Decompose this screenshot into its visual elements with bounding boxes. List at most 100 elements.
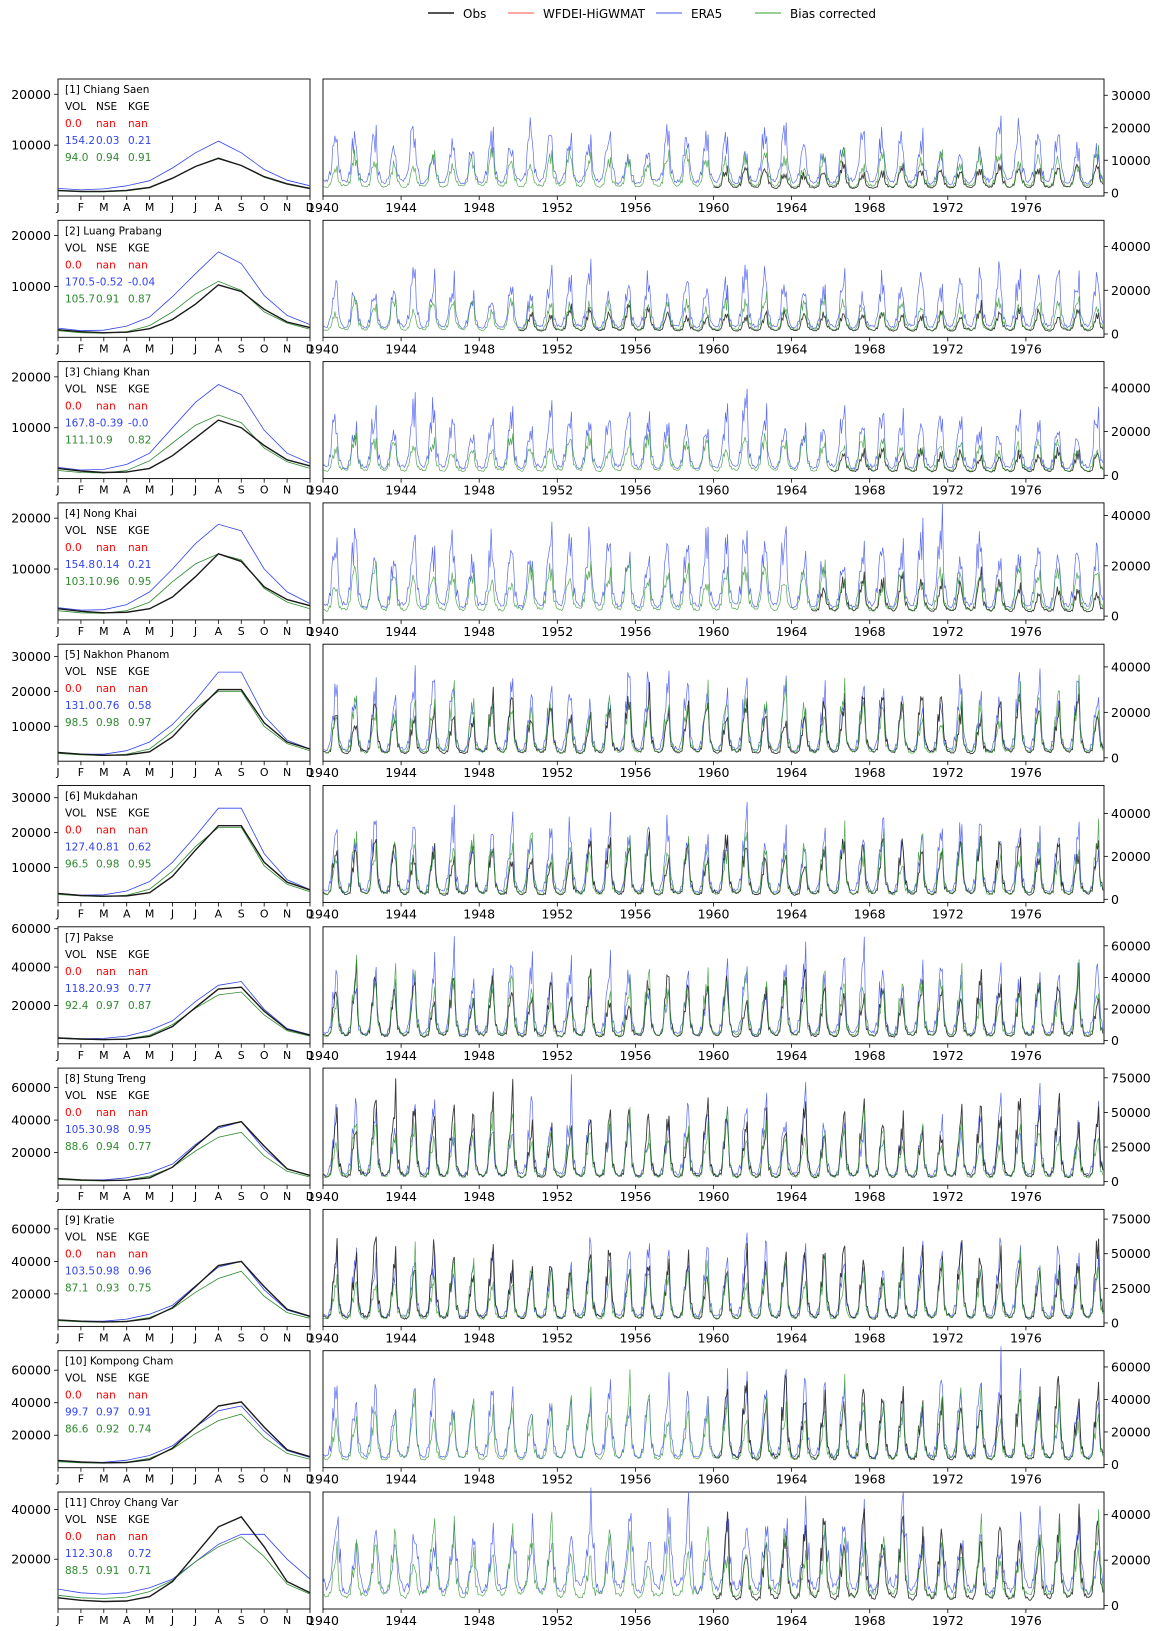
year-tick-label: 1952 (541, 483, 573, 498)
metric-header-vol: VOL (65, 242, 86, 254)
month-tick-label: J (193, 1190, 197, 1203)
metric-value: 0.87 (128, 1000, 151, 1012)
month-tick-label: F (78, 1614, 84, 1627)
timeseries-panel: 40000 20000 0 1940 1944 1948 1952 1956 1960 1964 1… (307, 361, 1151, 498)
climatology-frame (57, 361, 311, 480)
metric-value: 87.1 (65, 1282, 88, 1294)
timeseries-ytick-label: 0 (1111, 750, 1119, 765)
metric-value: nan (128, 1248, 148, 1260)
metric-value: 0.91 (128, 1407, 151, 1419)
year-tick-label: 1940 (307, 1472, 339, 1487)
station-row-11: 40000 20000 J F M A M J J A S O N D [11] Chroy Chang V… (11, 1487, 1151, 1628)
year-tick-label: 1952 (541, 1189, 573, 1204)
month-tick-label: S (238, 1614, 245, 1627)
month-tick-label: A (123, 766, 131, 779)
month-tick-label: N (283, 1473, 291, 1486)
month-tick-label: N (283, 484, 291, 497)
climatology-ytick-label: 40000 (11, 1395, 51, 1410)
year-tick-label: 1964 (776, 1048, 808, 1063)
legend: Obs WFDEI-HiGWMAT ERA5 Bias corrected (428, 7, 876, 21)
legend-label-1: WFDEI-HiGWMAT (543, 7, 646, 21)
climatology-panel: 20000 10000 J F M A M J J A S O N D [4] Nong Khai VOL NS… (11, 502, 314, 638)
station-row-10: 60000 40000 20000 J F M A M J J A S O N D [10] Kompong … (11, 1346, 1151, 1487)
metric-value: 131.0 (65, 700, 95, 712)
metric-header-kge: KGE (128, 666, 150, 678)
metric-header-vol: VOL (65, 101, 86, 113)
year-tick-label: 1948 (463, 765, 495, 780)
climatology-line-era5 (57, 1533, 311, 1595)
climatology-ytick-label: 60000 (11, 921, 51, 936)
month-tick-label: J (193, 766, 197, 779)
month-tick-label: J (170, 1331, 174, 1344)
climatology-frame (57, 78, 311, 197)
month-tick-label: J (55, 1614, 59, 1627)
metric-value: 0.98 (96, 1124, 119, 1136)
station-label: [3] Chiang Khan (65, 367, 150, 379)
metric-value: 0.71 (128, 1565, 151, 1577)
year-tick-label: 1940 (307, 1189, 339, 1204)
metric-header-nse: NSE (96, 242, 117, 254)
metric-value: 118.2 (65, 983, 95, 995)
month-tick-label: O (260, 484, 269, 497)
year-tick-label: 1972 (932, 1189, 964, 1204)
metric-value: 96.5 (65, 859, 88, 871)
timeseries-ytick-label: 0 (1111, 1457, 1119, 1472)
timeseries-panel: 75000 50000 25000 0 1940 1944 1948 1952 1956 1960… (307, 1208, 1151, 1345)
timeseries-ytick-label: 0 (1111, 468, 1119, 483)
metric-header-vol: VOL (65, 1373, 86, 1385)
year-tick-label: 1944 (385, 907, 417, 922)
metric-header-vol: VOL (65, 666, 86, 678)
month-tick-label: J (193, 484, 197, 497)
month-tick-label: M (99, 1331, 109, 1344)
metric-header-nse: NSE (96, 384, 117, 396)
month-tick-label: S (238, 484, 245, 497)
month-tick-label: A (215, 1614, 223, 1627)
year-tick-label: 1964 (776, 624, 808, 639)
year-tick-label: 1940 (307, 483, 339, 498)
climatology-panel: 40000 20000 J F M A M J J A S O N D [11] Chroy Chang V… (11, 1491, 314, 1627)
metric-value: nan (96, 1531, 116, 1543)
month-tick-label: F (78, 1049, 84, 1062)
year-tick-label: 1956 (619, 200, 651, 215)
month-tick-label: M (145, 1473, 155, 1486)
month-tick-label: J (170, 201, 174, 214)
climatology-frame (57, 1067, 311, 1186)
climatology-ytick-label: 60000 (11, 1080, 51, 1095)
metric-value: 0.0 (65, 401, 82, 413)
metric-value: 88.6 (65, 1141, 89, 1153)
metric-header-kge: KGE (128, 101, 150, 113)
year-tick-label: 1960 (698, 1048, 730, 1063)
metric-value: nan (128, 118, 148, 130)
month-tick-label: M (145, 1331, 155, 1344)
month-tick-label: A (215, 484, 223, 497)
year-tick-label: 1948 (463, 1048, 495, 1063)
metric-header-kge: KGE (128, 1090, 150, 1102)
year-tick-label: 1968 (854, 1472, 886, 1487)
metric-value: nan (96, 1248, 116, 1260)
climatology-line-bias (57, 1536, 311, 1599)
climatology-frame (57, 926, 311, 1045)
year-tick-label: 1948 (463, 483, 495, 498)
month-tick-label: N (283, 342, 291, 355)
metric-value: 111.1 (65, 435, 95, 447)
metric-header-nse: NSE (96, 1373, 117, 1385)
month-tick-label: F (78, 484, 84, 497)
month-tick-label: F (78, 201, 84, 214)
legend-entry-1: WFDEI-HiGWMAT (508, 7, 646, 21)
climatology-panel: 20000 10000 J F M A M J J A S O N D [3] Chiang Khan VOL… (11, 361, 314, 497)
climatology-line-era5 (57, 807, 311, 896)
month-tick-label: F (78, 1190, 84, 1203)
metric-value: 92.4 (65, 1000, 89, 1012)
year-tick-label: 1948 (463, 907, 495, 922)
metric-value: nan (128, 401, 148, 413)
metric-value: 0.21 (128, 135, 151, 147)
timeseries-panel: 60000 40000 20000 0 1940 1944 1948 1952 1956 1960… (307, 1346, 1151, 1487)
metric-header-vol: VOL (65, 384, 86, 396)
station-panels: 20000 10000 J F M A M J J A S O N D [1] Chiang Saen VOL… (11, 78, 1151, 1628)
year-tick-label: 1944 (385, 765, 417, 780)
metric-header-kge: KGE (128, 949, 150, 961)
station-label: [4] Nong Khai (65, 508, 137, 520)
station-label: [9] Kratie (65, 1214, 114, 1226)
year-tick-label: 1952 (541, 1330, 573, 1345)
